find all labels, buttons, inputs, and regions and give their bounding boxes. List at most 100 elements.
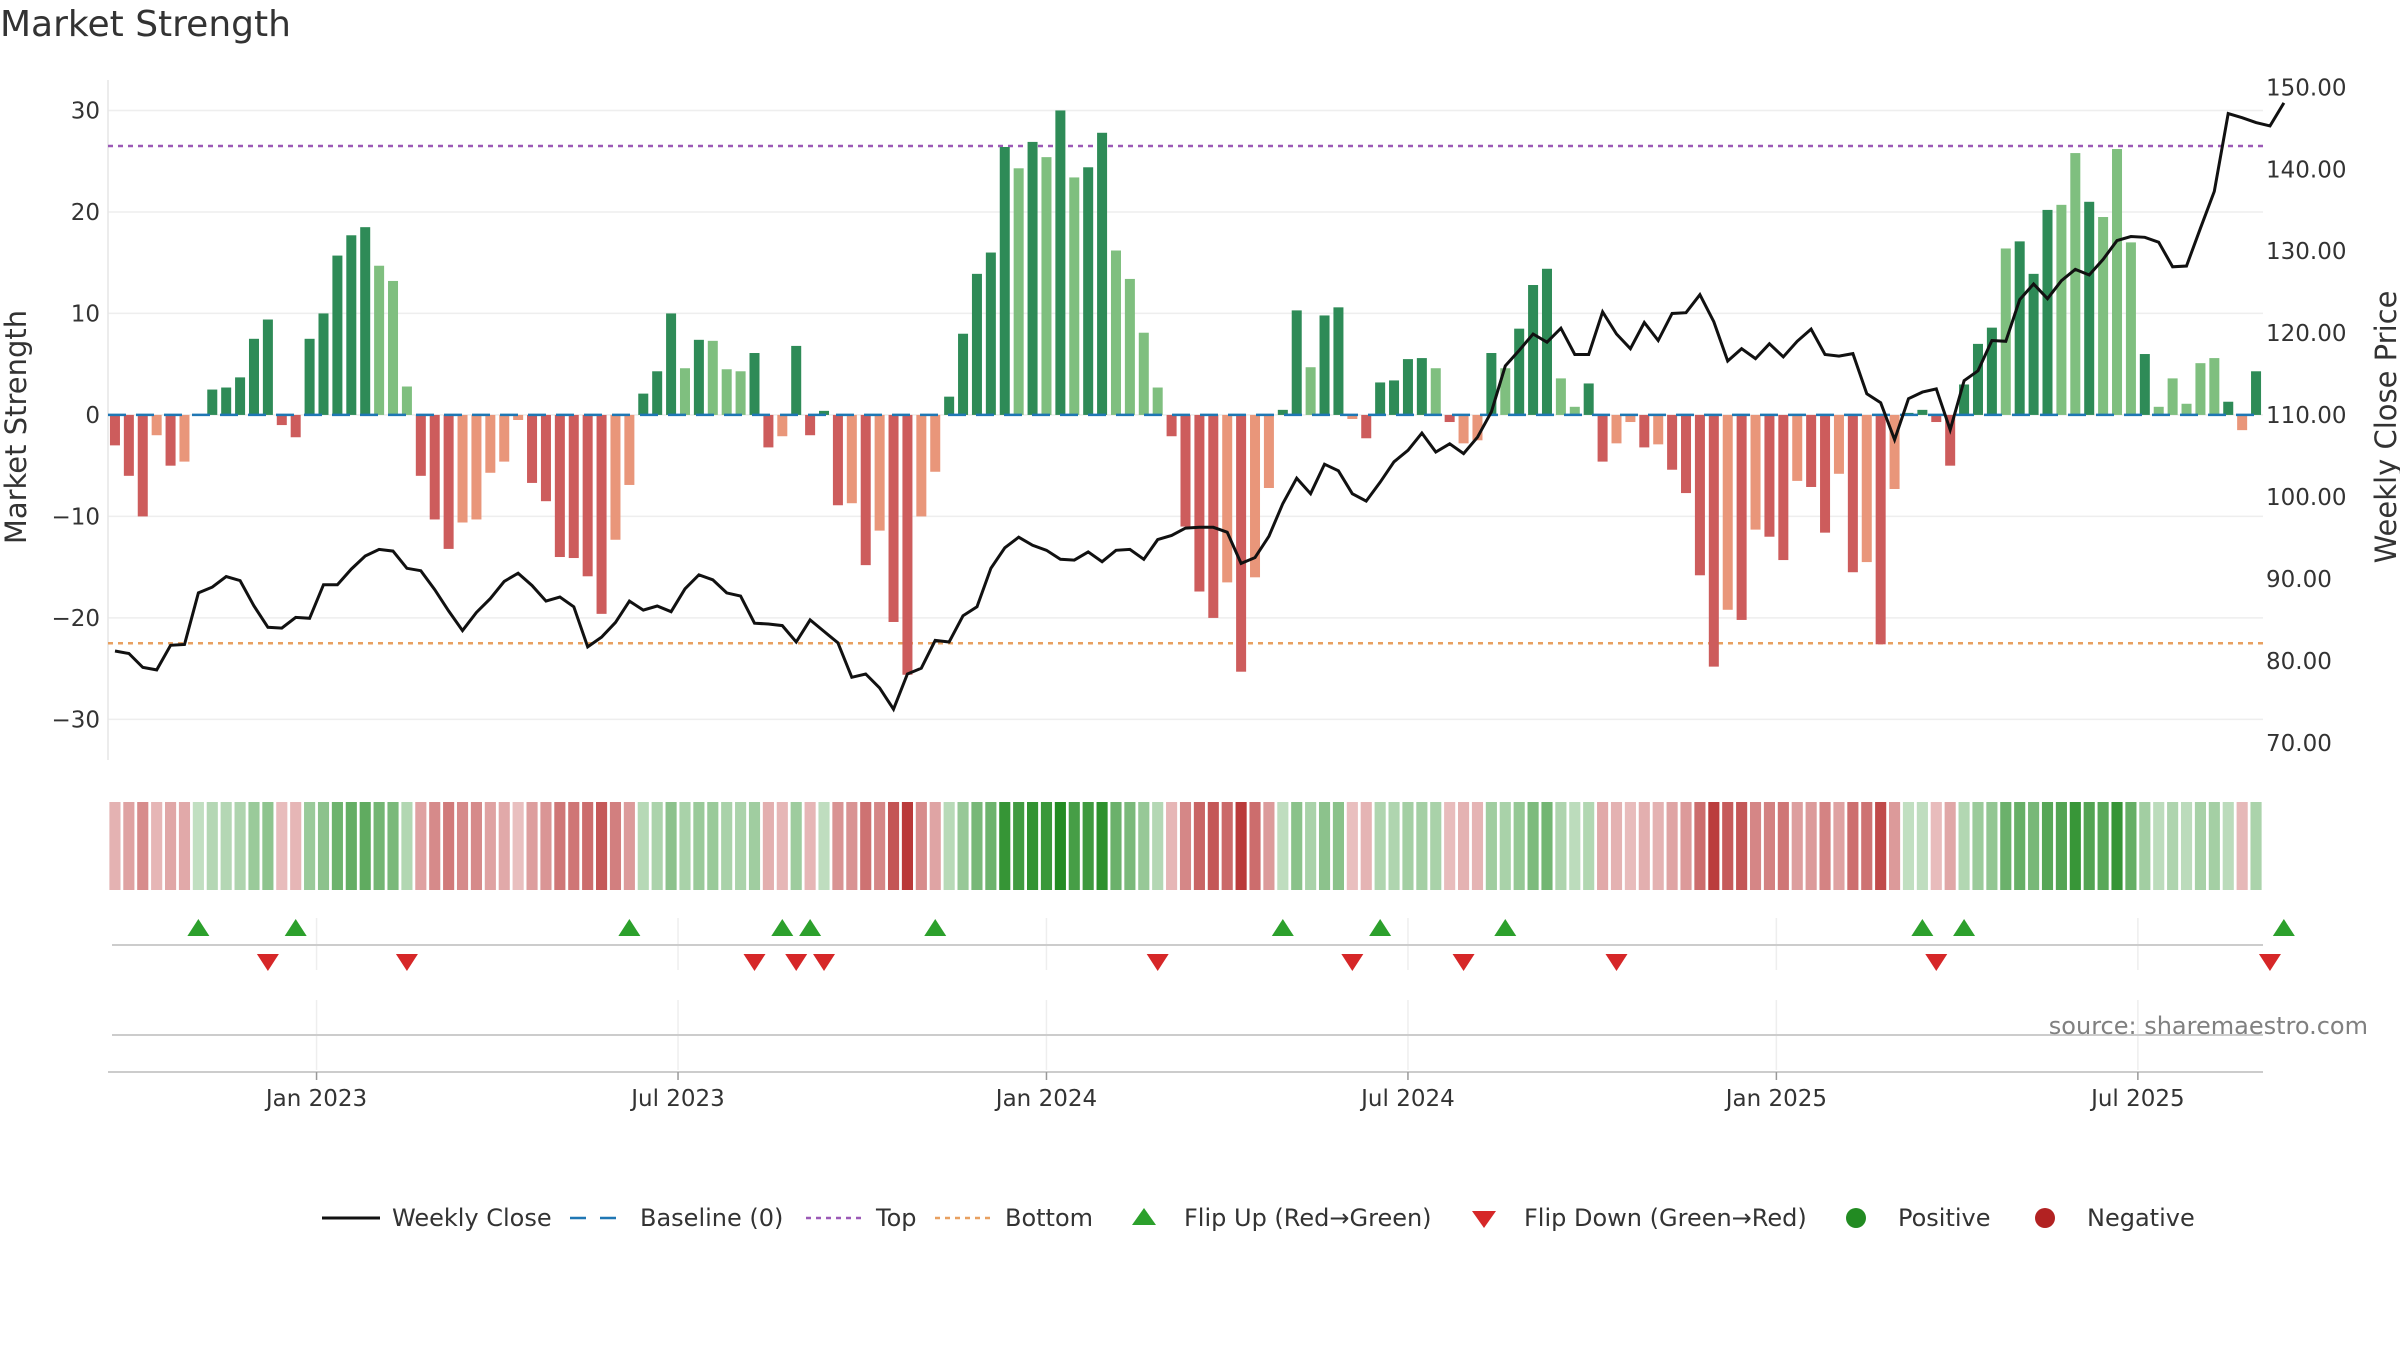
flip-markers-panel (112, 918, 2295, 971)
strength-bar (1027, 141, 1038, 415)
heat-cell (2167, 802, 2179, 890)
heat-cell (484, 802, 496, 890)
strength-bar (777, 414, 788, 437)
heat-cell (1541, 802, 1553, 890)
heat-cell (1235, 802, 1247, 890)
strength-bar (1806, 414, 1817, 487)
strength-bar (1110, 250, 1121, 415)
strength-bar (1097, 132, 1108, 415)
heat-cell (804, 802, 816, 890)
strength-bar (1291, 310, 1302, 415)
heat-cell (693, 802, 705, 890)
strength-bar (2181, 403, 2192, 415)
heat-cell (1416, 802, 1428, 890)
strength-bar (610, 414, 621, 540)
strength-bar (958, 333, 969, 415)
heat-cell (999, 802, 1011, 890)
heat-cell (2139, 802, 2151, 890)
heat-cell (1930, 802, 1942, 890)
strength-bar (513, 414, 524, 420)
heat-cell (2069, 802, 2081, 890)
heat-cell (887, 802, 900, 890)
x-tick-label: Jul 2023 (629, 1086, 725, 1112)
strength-bar (944, 396, 955, 415)
legend-label: Baseline (0) (640, 1204, 783, 1232)
heat-cell (1583, 802, 1595, 890)
flip-up-marker (1953, 919, 1976, 936)
strength-bar (999, 146, 1010, 415)
heat-cell (1889, 802, 1901, 890)
strength-bar (1236, 414, 1247, 672)
heat-cell (818, 802, 830, 890)
strength-bar (582, 414, 593, 577)
strength-bar (2084, 201, 2095, 415)
strength-bar (360, 227, 371, 415)
heat-cell (1652, 802, 1664, 890)
left-tick-label: 30 (71, 98, 100, 124)
strength-bar (332, 255, 343, 415)
flip-down-marker (1146, 954, 1169, 971)
strength-bar (388, 280, 399, 415)
legend-label: Top (875, 1204, 917, 1232)
heat-cell (1513, 802, 1525, 890)
strength-bar (1653, 414, 1664, 445)
flip-up-marker (187, 919, 210, 936)
legend-label: Bottom (1005, 1204, 1093, 1232)
right-tick-label: 120.00 (2266, 321, 2346, 347)
flip-down-marker (743, 954, 766, 971)
strength-bar (1375, 382, 1386, 415)
heat-cell (2208, 802, 2220, 890)
heat-cell (359, 802, 371, 890)
strength-bar (2195, 363, 2206, 415)
strength-bar (1972, 343, 1983, 415)
strength-bar (1444, 414, 1455, 423)
strength-bar (638, 393, 649, 415)
strength-bar (1764, 414, 1775, 537)
heat-cell (123, 802, 135, 890)
strength-bar (1917, 409, 1928, 415)
heat-cell (206, 802, 218, 890)
heat-cell (304, 802, 316, 890)
flip-down-marker (785, 954, 808, 971)
strength-bar (2070, 153, 2081, 415)
heat-cell (1221, 802, 1233, 890)
strength-heatmap-strip (109, 802, 2262, 890)
strength-bar (819, 410, 830, 415)
x-tick-label: Jul 2025 (2089, 1086, 2185, 1112)
strength-bar (1361, 414, 1372, 439)
heat-cell (1944, 802, 1956, 890)
strength-bar (888, 414, 899, 622)
strength-bar (1222, 414, 1233, 583)
strength-bar (2125, 242, 2136, 415)
heat-cell (234, 802, 246, 890)
heat-cell (1986, 802, 1998, 890)
flip-down-marker (813, 954, 836, 971)
heat-cell (1263, 802, 1275, 890)
strength-bar (1333, 307, 1344, 415)
source-credit: source: sharemaestro.com (2049, 1012, 2368, 1040)
x-tick-label: Jan 2025 (1724, 1086, 1827, 1112)
heat-cell (2250, 802, 2262, 890)
strength-bar (457, 414, 468, 523)
strength-bar (1625, 414, 1636, 423)
strength-bar (165, 414, 176, 466)
strength-bar (1708, 414, 1719, 667)
heat-cell (915, 802, 927, 890)
heat-cell (1166, 802, 1178, 890)
strength-bar (1889, 414, 1900, 490)
heat-cell (1569, 802, 1581, 890)
strength-bar (1277, 409, 1288, 415)
strength-bar (1528, 285, 1539, 415)
strength-bar (1124, 278, 1135, 415)
heat-cell (1555, 802, 1567, 890)
heat-cell (1680, 802, 1692, 890)
strength-bar (874, 414, 885, 531)
legend-circle-icon (1846, 1208, 1866, 1228)
heat-cell (1499, 802, 1511, 890)
heat-cell (2097, 802, 2109, 890)
strength-bar (123, 414, 134, 476)
heat-cell (721, 802, 733, 890)
strength-bar (2056, 204, 2067, 415)
x-tick-label: Jan 2023 (264, 1086, 367, 1112)
